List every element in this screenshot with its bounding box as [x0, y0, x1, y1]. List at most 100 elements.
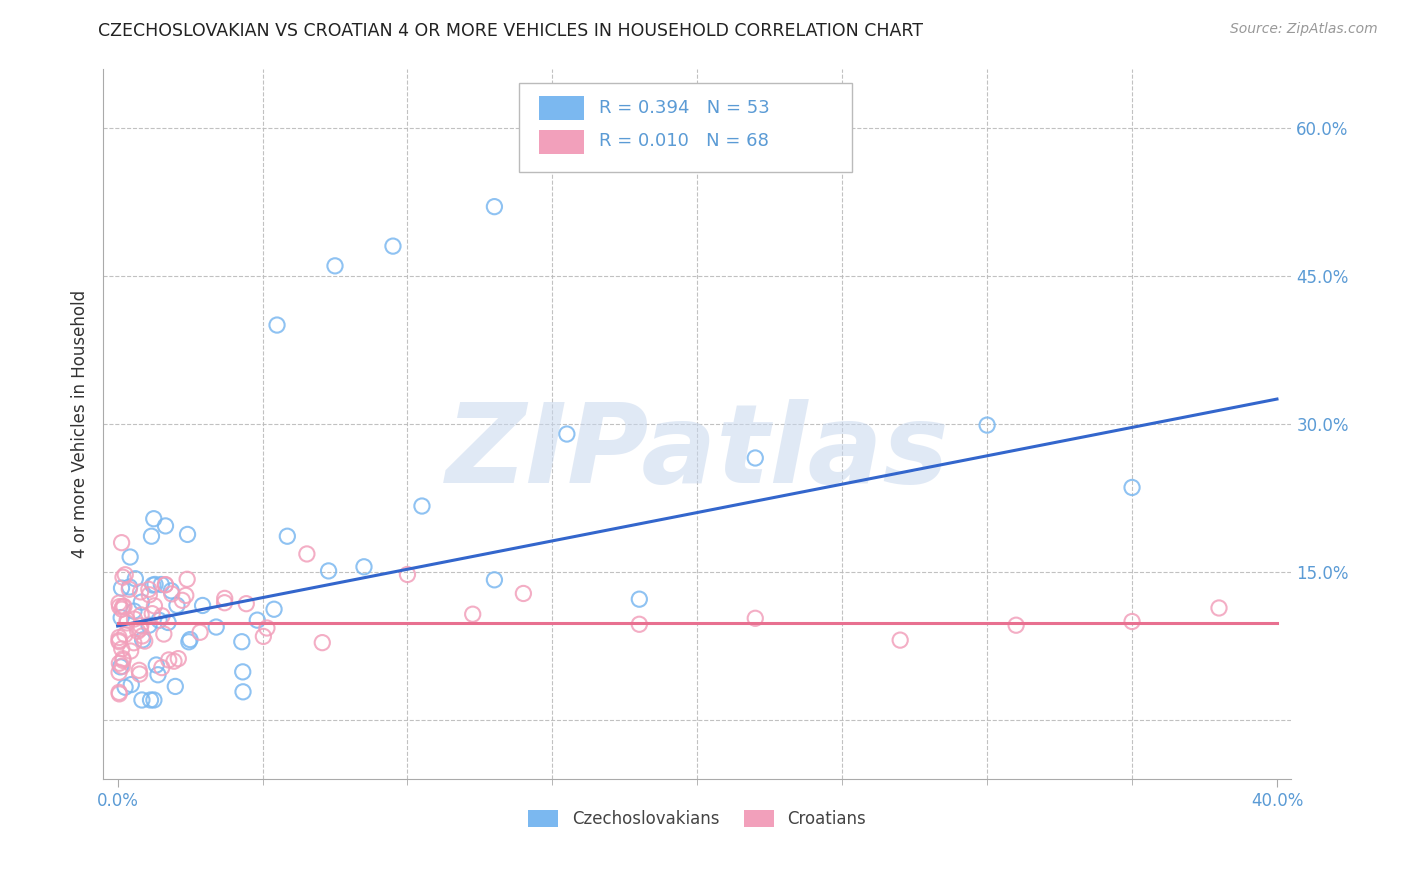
Point	[1208, 601, 1230, 615]
Point	[110, 610, 132, 624]
Point	[108, 657, 131, 671]
Point	[129, 618, 152, 632]
Point	[127, 624, 149, 639]
Point	[160, 587, 183, 601]
Point	[150, 577, 173, 591]
Point	[111, 641, 134, 656]
Text: Source: ZipAtlas.com: Source: ZipAtlas.com	[1230, 22, 1378, 37]
Point	[176, 572, 198, 586]
Point	[124, 572, 146, 586]
Point	[110, 660, 132, 674]
Point	[143, 577, 166, 591]
Point	[295, 547, 318, 561]
Point	[148, 613, 170, 627]
Legend: Czechoslovakians, Croatians: Czechoslovakians, Croatians	[522, 803, 873, 835]
Point	[555, 427, 578, 442]
Point	[628, 617, 651, 632]
Point	[172, 593, 194, 607]
Point	[108, 634, 131, 648]
Point	[129, 585, 152, 599]
Point	[111, 651, 134, 665]
Point	[165, 680, 187, 694]
Text: R = 0.394   N = 53: R = 0.394 N = 53	[599, 99, 769, 117]
Point	[512, 586, 534, 600]
Point	[142, 693, 165, 707]
Point	[176, 527, 198, 541]
Text: R = 0.010   N = 68: R = 0.010 N = 68	[599, 132, 769, 150]
Point	[138, 618, 160, 632]
Point	[124, 612, 146, 626]
Point	[110, 581, 132, 595]
Point	[256, 621, 278, 635]
Point	[1121, 480, 1143, 494]
Point	[155, 578, 177, 592]
Point	[235, 597, 257, 611]
Point	[111, 653, 134, 667]
Point	[128, 667, 150, 681]
Point	[179, 632, 201, 647]
Point	[111, 570, 134, 584]
Point	[146, 667, 169, 681]
Point	[461, 607, 484, 622]
Point	[1005, 618, 1028, 632]
Point	[141, 607, 163, 621]
Point	[163, 654, 186, 668]
Point	[139, 693, 162, 707]
Point	[231, 634, 253, 648]
Point	[266, 318, 288, 332]
FancyBboxPatch shape	[519, 83, 852, 171]
Point	[122, 636, 145, 650]
Point	[232, 665, 254, 679]
Point	[143, 599, 166, 613]
Point	[134, 634, 156, 648]
Point	[381, 239, 404, 253]
Point	[131, 629, 153, 643]
Point	[131, 632, 153, 647]
Point	[114, 628, 136, 642]
Point	[889, 633, 911, 648]
Point	[108, 633, 131, 648]
Point	[744, 450, 766, 465]
Point	[115, 613, 138, 627]
Point	[174, 588, 197, 602]
Point	[108, 687, 131, 701]
Point	[122, 604, 145, 618]
Text: CZECHOSLOVAKIAN VS CROATIAN 4 OR MORE VEHICLES IN HOUSEHOLD CORRELATION CHART: CZECHOSLOVAKIAN VS CROATIAN 4 OR MORE VE…	[98, 22, 924, 40]
Point	[114, 680, 136, 694]
Point	[318, 564, 340, 578]
Point	[166, 599, 188, 613]
Point	[188, 625, 211, 640]
Point	[311, 635, 333, 649]
Point	[263, 602, 285, 616]
Point	[153, 627, 176, 641]
Point	[232, 685, 254, 699]
Point	[276, 529, 298, 543]
Point	[191, 599, 214, 613]
Point	[108, 631, 131, 645]
Point	[484, 573, 506, 587]
Point	[128, 664, 150, 678]
Point	[108, 665, 131, 680]
Point	[214, 591, 236, 606]
Point	[353, 559, 375, 574]
Point	[396, 567, 419, 582]
Point	[114, 567, 136, 582]
Bar	[540, 129, 585, 153]
Point	[138, 588, 160, 602]
Point	[167, 651, 190, 665]
Point	[155, 519, 177, 533]
Point	[120, 644, 142, 658]
Point	[108, 685, 131, 699]
Point	[555, 120, 578, 135]
Point	[160, 583, 183, 598]
Point	[744, 611, 766, 625]
Point	[110, 535, 132, 549]
Y-axis label: 4 or more Vehicles in Household: 4 or more Vehicles in Household	[72, 290, 89, 558]
Point	[214, 596, 236, 610]
Point	[252, 629, 274, 643]
Point	[411, 499, 433, 513]
Point	[108, 596, 131, 610]
Text: ZIPatlas: ZIPatlas	[446, 399, 949, 506]
Point	[141, 529, 163, 543]
Point	[120, 677, 142, 691]
